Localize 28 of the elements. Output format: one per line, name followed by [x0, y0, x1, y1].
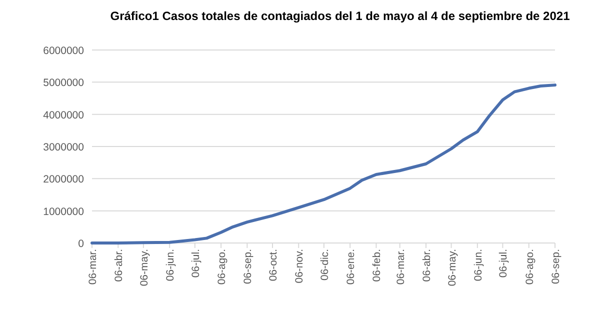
y-tick-label: 6000000 — [43, 45, 84, 57]
y-tick-label: 1000000 — [43, 206, 84, 218]
x-tick-label: 06-feb. — [371, 249, 384, 282]
x-tick-label: 06-ago. — [216, 249, 228, 285]
x-tick-label: 06-ene. — [345, 249, 358, 285]
y-tick-label: 4000000 — [43, 109, 84, 122]
x-tick-label: 06-ago. — [524, 249, 536, 285]
y-tick-label: 2000000 — [43, 174, 84, 186]
x-tick-label: 06-oct. — [267, 249, 280, 282]
x-tick-label: 06-abr. — [420, 249, 433, 282]
line-series — [90, 84, 556, 244]
y-tick-label: 5000000 — [43, 77, 84, 90]
x-tick-label: 06-sep. — [242, 249, 254, 284]
y-tick-label: 0 — [78, 238, 84, 250]
x-tick-label: 06-jun. — [164, 249, 177, 282]
x-tick-label: 06-mar. — [87, 249, 99, 285]
chart-title: Gráfico1 Casos totales de contagiados del 1 de mayo al 4 de septiembre de 2021 — [110, 9, 570, 23]
x-tick-label: 06-dic. — [318, 249, 331, 281]
x-tick-label: 06-may. — [446, 249, 458, 286]
y-tick-label: 3000000 — [43, 142, 84, 154]
x-tick-label: 06-nov. — [294, 249, 306, 284]
x-tick-label: 06-sep. — [550, 249, 562, 284]
x-tick-label: 06-may. — [138, 249, 150, 286]
x-tick-label: 06-mar. — [394, 249, 407, 285]
x-tick-label: 06-jun. — [472, 249, 484, 282]
x-tick-label: 06-abr. — [113, 249, 126, 282]
x-tick-label: 06-jul. — [498, 249, 510, 278]
x-tick-label: 06-jul. — [190, 249, 202, 278]
